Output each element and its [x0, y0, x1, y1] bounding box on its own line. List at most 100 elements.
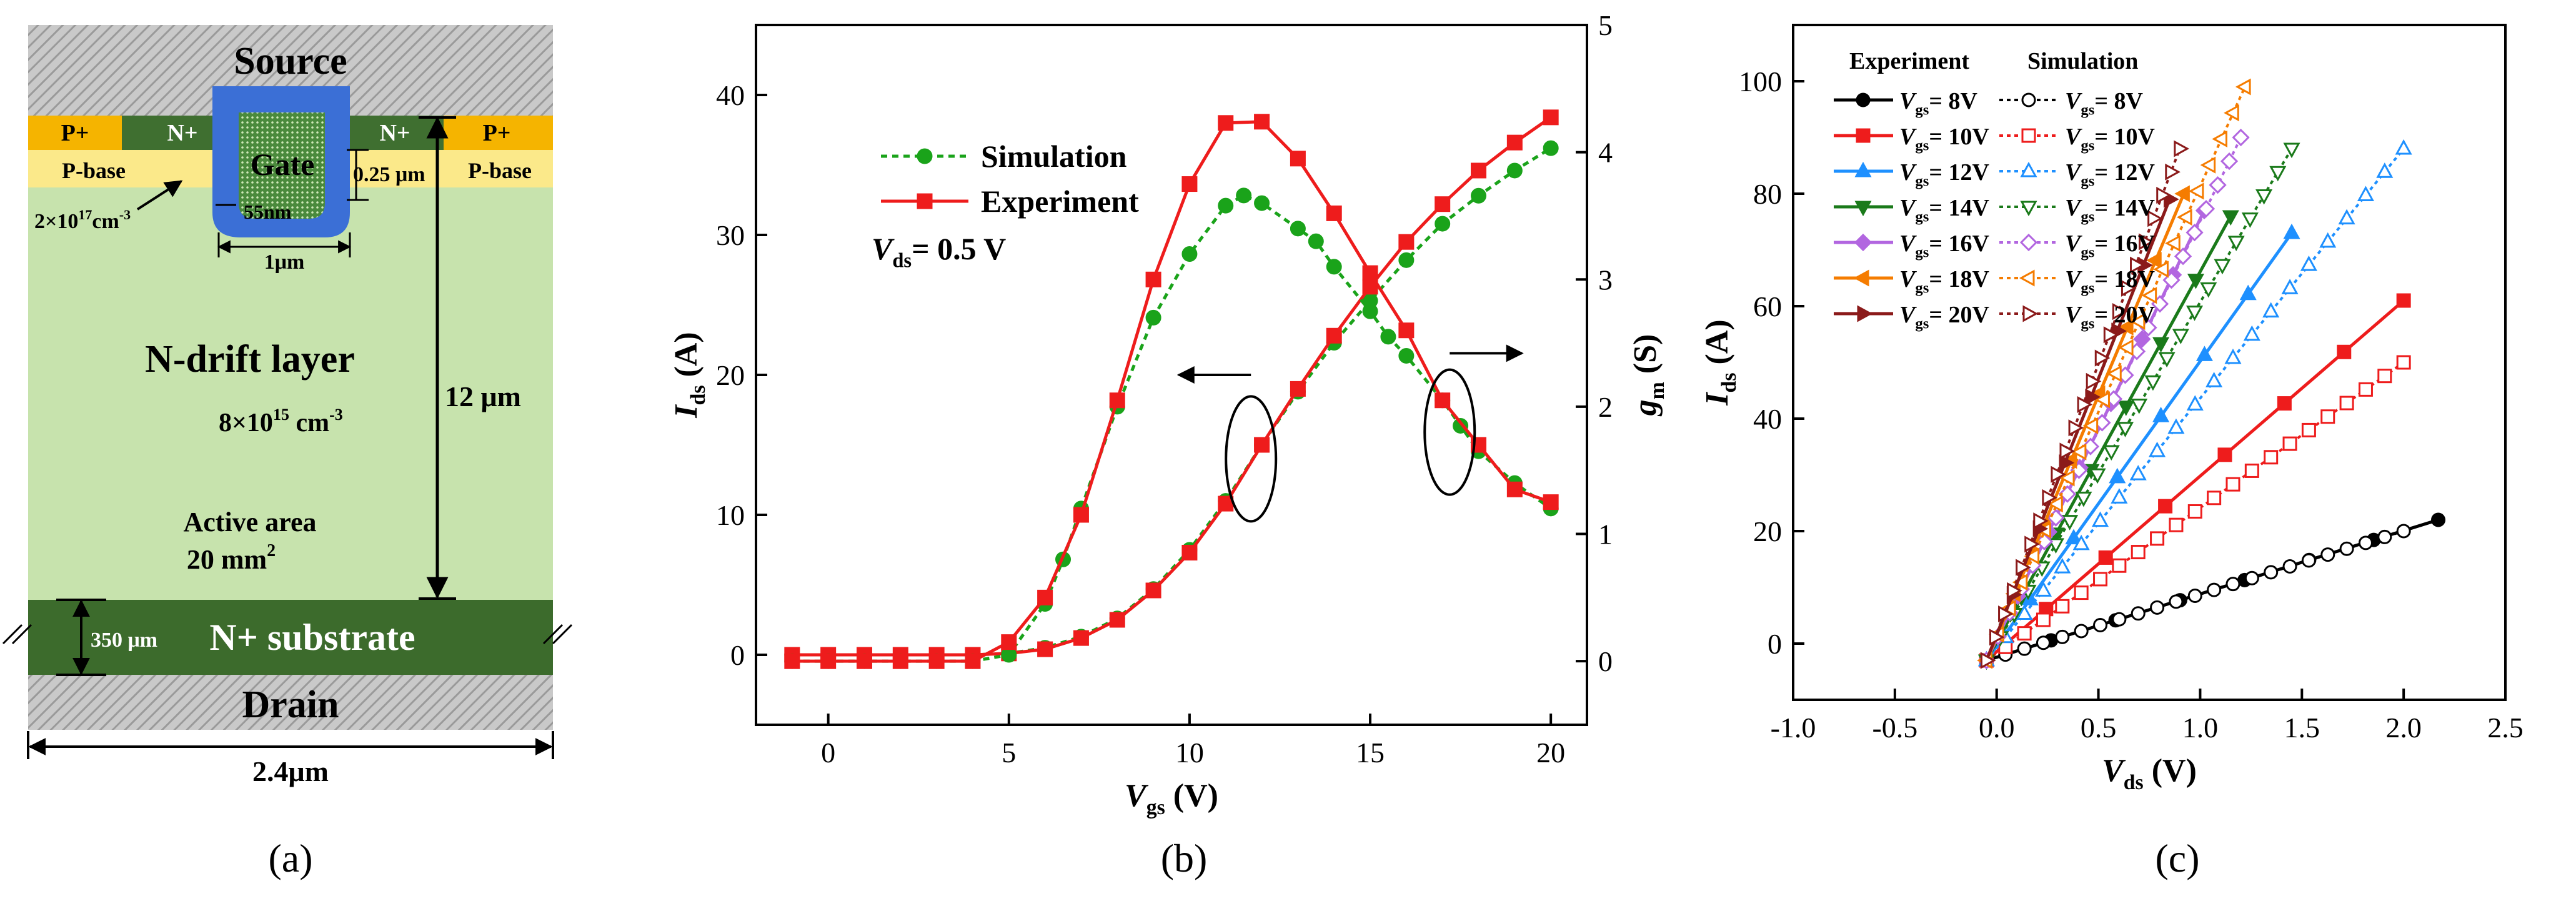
legend-marker-sim	[2019, 233, 2038, 252]
x-tick-label: 1.0	[2182, 712, 2219, 744]
legend-marker-exp	[1853, 269, 1869, 287]
gate-width-label: 1μm	[264, 251, 305, 274]
legend-label-exp: Vgs= 18V	[1899, 266, 1989, 297]
exp-point	[2117, 401, 2135, 416]
exp-point	[2146, 252, 2162, 269]
sim-point	[2112, 558, 2127, 573]
data-point	[1543, 140, 1559, 156]
drain-metal	[28, 675, 553, 730]
sim-point	[2338, 209, 2355, 225]
pplus-right	[444, 116, 553, 150]
caption-c: (c)	[2155, 836, 2199, 880]
data-point	[1218, 197, 1234, 214]
legend-label-exp: Vgs= 10V	[1899, 124, 1989, 154]
sim-point	[2111, 488, 2128, 504]
sim-point	[2112, 303, 2128, 321]
legend-marker-exp	[1854, 201, 1872, 217]
sim-point	[2141, 287, 2157, 304]
legend-marker	[917, 193, 933, 209]
sim-point	[2150, 531, 2165, 546]
plot-frame	[1792, 24, 2507, 701]
sim-point	[2227, 236, 2245, 252]
data-point	[1398, 252, 1415, 268]
chart-b: 0 5 10 15 20 0 10 20 30 40 0 1 2 3 4 5 Vgs (V) Ids (A) gm …	[669, 9, 1669, 819]
oxide-thickness-label: 55nm	[244, 201, 292, 223]
sim-point	[2058, 485, 2077, 503]
sim-point	[2059, 442, 2076, 460]
sim-point	[2320, 409, 2335, 424]
x-tick-label: 5	[1002, 737, 1016, 769]
sim-point	[2357, 186, 2374, 201]
sim-point	[2077, 396, 2093, 414]
data-point	[1326, 327, 1342, 344]
sim-point	[2117, 339, 2134, 356]
sim-line-3	[1985, 147, 2293, 662]
legend-label-exp: Vgs= 8V	[1899, 88, 1977, 119]
sim-point	[2339, 541, 2354, 556]
sim-point	[2214, 259, 2231, 275]
y-axis-label: Ids (A)	[1699, 319, 1741, 406]
sim-point	[2225, 477, 2240, 492]
exp-point	[2239, 284, 2257, 301]
sim-point	[2169, 594, 2184, 609]
sim-point	[2358, 382, 2373, 397]
y-tick-label: 20	[1753, 515, 1782, 547]
sim-point	[2033, 512, 2049, 530]
legend-marker-exp	[1854, 161, 1872, 177]
sim-point	[1989, 629, 2005, 646]
sim-point	[2301, 553, 2316, 568]
sim-point	[2244, 463, 2259, 478]
legend-label-sim: Vgs= 8V	[2065, 88, 2143, 119]
exp-point	[2196, 346, 2213, 361]
legend-marker-sim	[2021, 128, 2036, 143]
y2-axis-label: gm (S)	[1628, 334, 1669, 417]
data-point	[1543, 494, 1559, 510]
sim-point	[2074, 624, 2089, 639]
sim-point	[2264, 565, 2279, 580]
source-label: Source	[234, 40, 347, 82]
data-point	[1109, 392, 1125, 409]
data-point	[1435, 216, 1451, 232]
data-point	[1326, 205, 1342, 221]
ellipse-gm	[1423, 368, 1476, 496]
sim-point	[2036, 612, 2051, 627]
data-point	[1236, 187, 1252, 204]
pbase-right-label: P-base	[468, 158, 532, 183]
cell-width-label: 2.4μm	[252, 755, 329, 787]
exp-point	[2337, 344, 2352, 359]
sim-point	[2377, 529, 2392, 544]
y-tick-label: 60	[1753, 291, 1782, 322]
legend-marker	[917, 148, 933, 164]
legend-marker-exp	[1857, 305, 1873, 322]
sim-point	[2187, 504, 2202, 519]
sim-point	[2086, 372, 2102, 390]
x-tick-label: 0.0	[1979, 712, 2015, 744]
data-point	[1109, 612, 1125, 628]
sim-point	[2255, 189, 2273, 205]
data-point	[1398, 234, 1415, 250]
legend-label-exp: Vgs= 14V	[1899, 195, 1989, 226]
data-point	[1362, 303, 1378, 319]
data-point	[1254, 195, 1270, 211]
data-point	[1037, 589, 1053, 605]
legend-marker-exp	[1854, 233, 1872, 252]
data-point	[1471, 187, 1487, 204]
x-axis-label: Vgs (V)	[1125, 778, 1218, 819]
pbase-left-label: P-base	[62, 158, 126, 183]
y-axis-label: Ids (A)	[669, 332, 710, 418]
x-axis-label: Vds (V)	[2102, 753, 2197, 794]
sim-point	[2282, 559, 2297, 574]
sim-point	[2054, 557, 2071, 574]
data-point	[1380, 329, 1396, 345]
sim-point	[2225, 577, 2240, 592]
break-symbol-right	[542, 624, 573, 645]
exp-point	[2217, 447, 2232, 462]
exp-point	[2174, 185, 2190, 202]
sim-point	[2207, 582, 2222, 597]
sim-point	[2024, 535, 2040, 553]
device-cross-section: Source Gate Drain P+ N+ N+ P+ P-base P-b…	[2, 25, 573, 880]
sim-point	[2319, 232, 2337, 248]
data-point	[1181, 176, 1198, 192]
sim-point	[2147, 210, 2163, 227]
legend-title-sim: Simulation	[2027, 48, 2138, 74]
